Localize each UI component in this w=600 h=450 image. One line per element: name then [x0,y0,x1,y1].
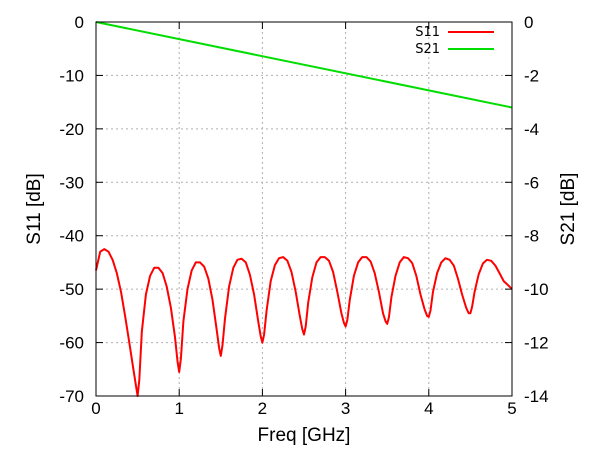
y-right-tick-label: -12 [524,334,549,353]
series-line-s21 [95,21,513,109]
legend-label-s21: S21 [415,42,440,57]
x-axis-label: Freq [GHz] [258,425,351,446]
y-right-tick-label: -2 [524,66,539,85]
y-left-tick-label: -60 [59,334,84,353]
y-right-tick-label: 0 [524,13,533,32]
y-left-tick-label: -20 [59,120,84,139]
y-right-tick-label: -10 [524,280,549,299]
y-left-tick-label: -30 [59,173,84,192]
y-right-tick-label: -4 [524,120,539,139]
y-left-tick-label: -70 [59,387,84,406]
x-tick-label: 1 [174,399,183,418]
y-right-tick-label: -8 [524,227,539,246]
x-tick-label: 2 [258,399,267,418]
grid-lines [96,22,512,396]
y-left-tick-label: 0 [75,13,84,32]
y-left-tick-label: -10 [59,66,84,85]
y-left-tick-label: -40 [59,227,84,246]
x-tick-label: 0 [91,399,100,418]
y-axis-left-label: S11 [dB] [24,173,45,244]
y-right-tick-label: -6 [524,173,539,192]
y-axis-right-label: S21 [dB] [558,173,579,246]
legend: S11 S21 [415,25,494,57]
tick-labels: 0 1 2 3 4 5 0 -10 -20 -30 -40 -50 -60 -70 0 -2 -4 -6 -8 -10… [59,13,548,418]
plot-frame [95,21,513,397]
y-left-tick-label: -50 [59,280,84,299]
legend-label-s11: S11 [415,25,440,40]
x-tick-label: 3 [341,399,350,418]
x-tick-label: 4 [424,399,433,418]
series-line-s11 [95,248,513,397]
x-tick-label: 5 [507,399,516,418]
plot-series [95,21,513,397]
y-right-tick-label: -14 [524,387,549,406]
axis-ticks [95,21,513,397]
